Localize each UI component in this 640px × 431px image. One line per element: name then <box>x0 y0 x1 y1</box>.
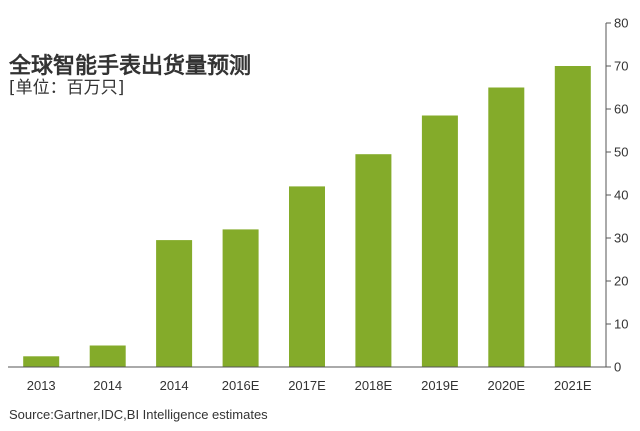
y-tick-label: 40 <box>614 188 628 203</box>
bar-2016E <box>222 229 259 367</box>
bar-2018E <box>355 154 392 367</box>
x-tick-label: 2018E <box>355 378 393 393</box>
y-tick-label: 70 <box>614 59 628 74</box>
y-tick-label: 80 <box>614 16 628 31</box>
bar-2014 <box>156 240 193 367</box>
bar-2013 <box>23 356 60 368</box>
x-tick-label: 2020E <box>488 378 526 393</box>
bar-2017E <box>289 186 325 367</box>
bar-2019E <box>421 115 458 367</box>
bar-2020E <box>488 87 525 367</box>
y-tick-label: 60 <box>614 102 628 117</box>
x-tick-label: 2021E <box>554 378 592 393</box>
x-tick-label: 2019E <box>421 378 459 393</box>
x-tick-label: 2016E <box>222 378 260 393</box>
x-tick-label: 2013 <box>27 378 56 393</box>
bar-2014 <box>89 345 126 367</box>
x-tick-label: 2014 <box>160 378 189 393</box>
source-note: Source:Gartner,IDC,BI Intelligence estim… <box>9 407 268 422</box>
chart-subtitle: [单位：百万只] <box>9 78 125 98</box>
y-tick-label: 10 <box>614 317 628 332</box>
x-tick-label: 2014 <box>93 378 122 393</box>
chart-title: 全球智能手表出货量预测 <box>9 54 252 79</box>
x-tick-label: 2017E <box>288 378 326 393</box>
y-tick-label: 30 <box>614 231 628 246</box>
y-tick-label: 20 <box>614 274 628 289</box>
y-tick-label: 0 <box>614 360 621 375</box>
y-tick-label: 50 <box>614 145 628 160</box>
bar-2021E <box>554 66 591 367</box>
